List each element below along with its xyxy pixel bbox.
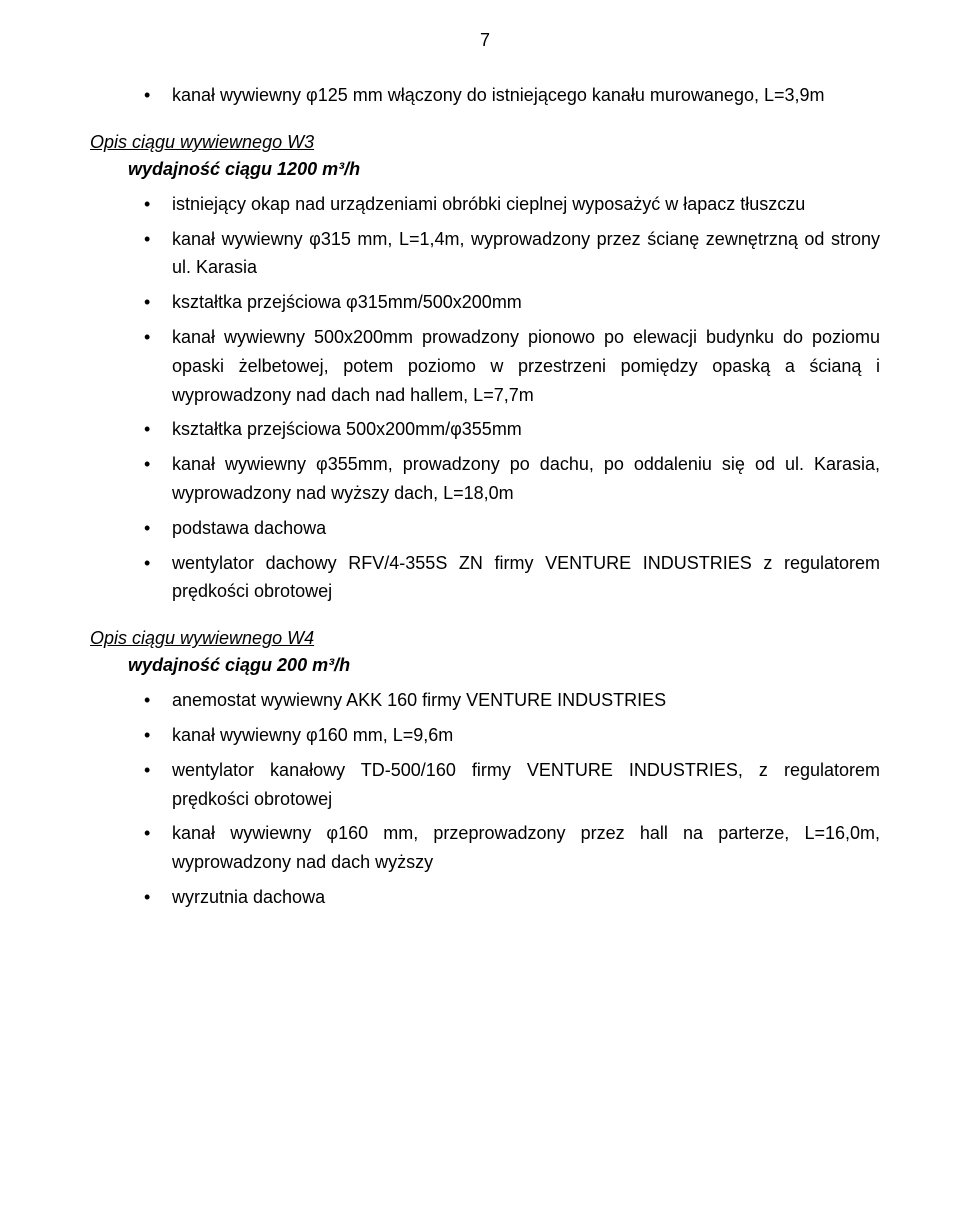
list-item: wentylator dachowy RFV/4-355S ZN firmy V… [144, 549, 880, 607]
top-bullet-list: kanał wywiewny φ125 mm włączony do istni… [90, 81, 880, 110]
list-item: kanał wywiewny φ160 mm, przeprowadzony p… [144, 819, 880, 877]
list-item: kształtka przejściowa φ315mm/500x200mm [144, 288, 880, 317]
list-item: kanał wywiewny φ160 mm, L=9,6m [144, 721, 880, 750]
list-item: wyrzutnia dachowa [144, 883, 880, 912]
section-w3-subtitle: wydajność ciągu 1200 m³/h [128, 159, 880, 180]
list-item: kanał wywiewny φ355mm, prowadzony po dac… [144, 450, 880, 508]
section-w4-subtitle: wydajność ciągu 200 m³/h [128, 655, 880, 676]
list-item: wentylator kanałowy TD-500/160 firmy VEN… [144, 756, 880, 814]
document-page: 7 kanał wywiewny φ125 mm włączony do ist… [0, 0, 960, 1226]
section-w3-title: Opis ciągu wywiewnego W3 [90, 132, 880, 153]
list-item: kanał wywiewny φ315 mm, L=1,4m, wyprowad… [144, 225, 880, 283]
section-w3-list: istniejący okap nad urządzeniami obróbki… [90, 190, 880, 606]
list-item: podstawa dachowa [144, 514, 880, 543]
list-item: kanał wywiewny 500x200mm prowadzony pion… [144, 323, 880, 409]
section-w4-list: anemostat wywiewny AKK 160 firmy VENTURE… [90, 686, 880, 912]
page-number: 7 [90, 30, 880, 51]
list-item: istniejący okap nad urządzeniami obróbki… [144, 190, 880, 219]
list-item: kanał wywiewny φ125 mm włączony do istni… [144, 81, 880, 110]
section-w4-title: Opis ciągu wywiewnego W4 [90, 628, 880, 649]
list-item: kształtka przejściowa 500x200mm/φ355mm [144, 415, 880, 444]
list-item: anemostat wywiewny AKK 160 firmy VENTURE… [144, 686, 880, 715]
